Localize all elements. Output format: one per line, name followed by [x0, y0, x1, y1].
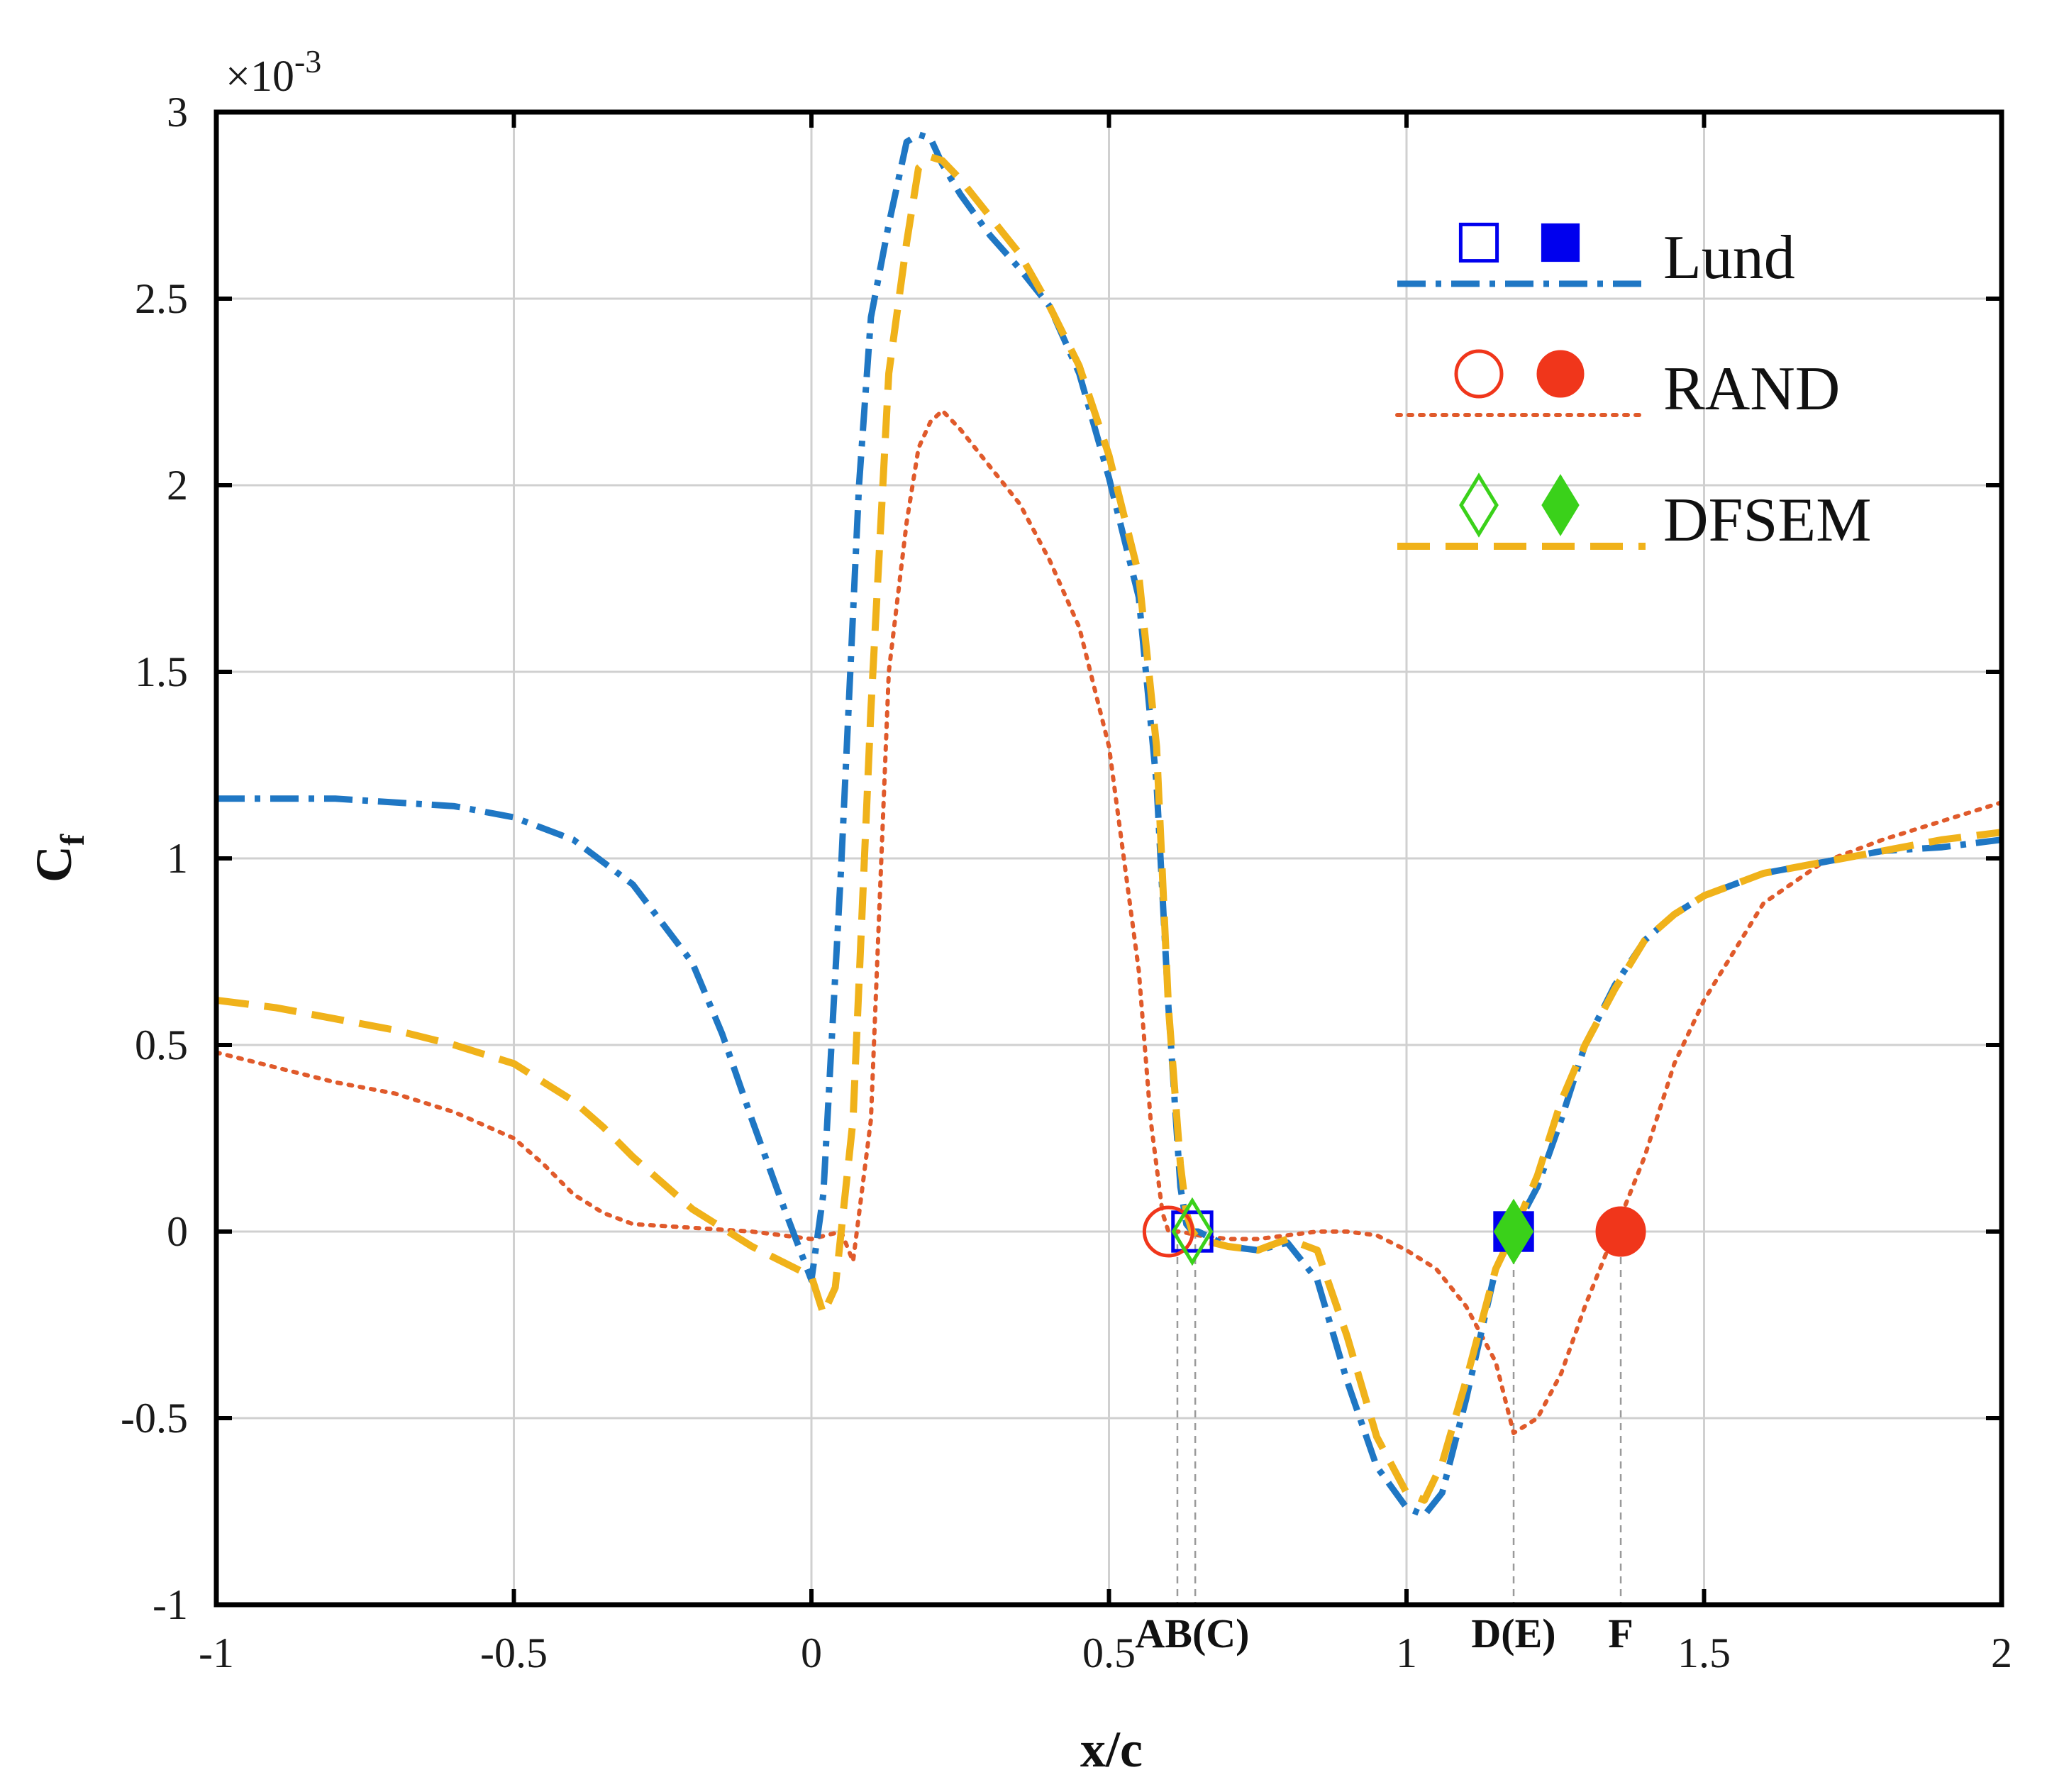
event-markers [1142, 1197, 1646, 1266]
legend: Lund RAND DFSEM [1395, 222, 1871, 555]
y-axis-title-main: C [26, 846, 82, 883]
legend-label-lund: Lund [1663, 223, 1795, 292]
x-tick-label: 1 [1396, 1630, 1417, 1676]
tick-labels: -1 -0.5 0 0.5 1 1.5 2 -1 -0.5 0 0.5 1 1.5 2 2.5 3 [121, 89, 2012, 1676]
y-multiplier-base: ×10 [226, 52, 294, 101]
y-tick-label: 1.5 [135, 648, 188, 695]
legend-marker-open-rand [1454, 349, 1504, 399]
x-tick-label: -0.5 [480, 1630, 548, 1676]
legend-label-rand: RAND [1663, 355, 1840, 424]
ticks [214, 110, 2004, 1607]
point-annotations: AB(C) D(E) F [1135, 1610, 1633, 1657]
legend-marker-filled-dfsem [1541, 474, 1580, 536]
y-axis-title: Cf [26, 834, 91, 883]
legend-label-dfsem: DFSEM [1663, 486, 1871, 555]
series-line-lund [216, 131, 2002, 1519]
y-tick-label: 2 [167, 462, 188, 509]
legend-marker-filled-lund [1541, 223, 1580, 262]
marker-dfsem-filled [1493, 1198, 1534, 1265]
point-label: D(E) [1471, 1610, 1555, 1657]
y-multiplier-exponent: -3 [294, 43, 321, 79]
x-tick-label: 0.5 [1082, 1630, 1136, 1676]
x-tick-label: 2 [1991, 1630, 2012, 1676]
marker-dfsem-open [1171, 1197, 1214, 1266]
y-tick-label: -1 [152, 1581, 188, 1628]
point-label: AB(C) [1135, 1610, 1249, 1657]
y-tick-label: -0.5 [121, 1395, 188, 1442]
point-label: F [1608, 1610, 1633, 1657]
x-tick-label: -1 [199, 1630, 234, 1676]
series-line-dfsem [216, 153, 2002, 1504]
y-axis-title-subscript: f [54, 834, 91, 846]
series-line-rand [214, 408, 2004, 1435]
y-tick-label: 3 [167, 89, 188, 135]
y-tick-label: 0 [167, 1208, 188, 1255]
x-axis-title: x/c [1080, 1721, 1143, 1778]
y-multiplier: ×10-3 [226, 43, 321, 101]
x-tick-label: 0 [801, 1630, 822, 1676]
legend-marker-filled-rand [1536, 350, 1585, 398]
series-lines [214, 131, 2004, 1519]
y-tick-label: 2.5 [135, 275, 188, 322]
legend-marker-open-dfsem [1459, 472, 1499, 538]
legend-marker-open-lund [1458, 222, 1499, 263]
reference-lines [1176, 1232, 1622, 1605]
y-tick-label: 0.5 [135, 1022, 188, 1068]
marker-rand-open [1142, 1205, 1194, 1258]
x-tick-label: 1.5 [1677, 1630, 1731, 1676]
y-tick-label: 1 [167, 835, 188, 882]
marker-rand-filled [1595, 1206, 1646, 1257]
